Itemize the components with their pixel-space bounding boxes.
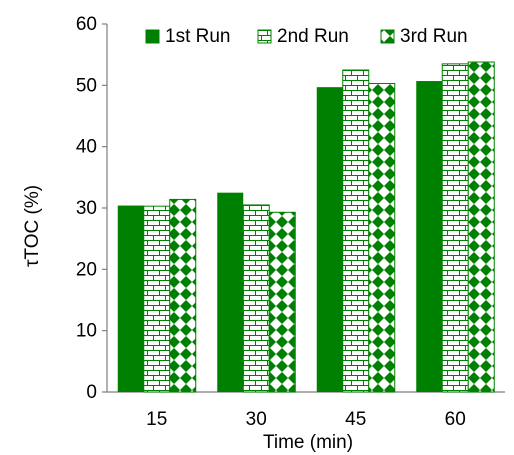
bars [117,61,495,393]
legend: 1st Run 2nd Run 3rd Run [145,26,468,47]
x-tick-label: 60 [445,409,466,430]
legend-swatch-2 [257,29,272,44]
bar-2nd-run-45 [342,69,370,393]
bar-1st-run-60 [416,81,443,392]
legend-swatch-1 [145,29,160,44]
y-axis-label: τTOC (%) [22,185,43,267]
legend-label-1: 1st Run [165,26,230,47]
x-tick-label: 30 [246,409,267,430]
x-axis-label: Time (min) [263,432,353,453]
legend-label-2: 2nd Run [277,26,349,47]
axes: 0 10 20 30 40 50 60 15 30 45 60 [76,14,505,430]
x-tick-label: 15 [146,409,167,430]
bar-3rd-run-30 [268,211,296,393]
y-tick-label: 50 [76,75,97,96]
y-tick-label: 0 [86,382,97,403]
bar-3rd-run-15 [169,198,197,393]
y-tick-label: 40 [76,137,97,158]
bar-2nd-run-30 [242,204,270,393]
bar-3rd-run-60 [467,61,495,393]
y-tick-label: 20 [76,259,97,280]
bar-1st-run-30 [217,192,244,392]
bar-3rd-run-45 [368,82,396,393]
y-tick-label: 10 [76,321,97,342]
bar-1st-run-15 [117,205,144,392]
bar-1st-run-45 [316,87,343,392]
x-tick-label: 45 [345,409,366,430]
y-tick-label: 30 [76,198,97,219]
bar-2nd-run-15 [143,205,171,393]
bar-2nd-run-60 [441,63,469,393]
legend-label-3: 3rd Run [400,26,468,47]
legend-swatch-3 [380,29,395,44]
y-tick-label: 60 [76,14,97,35]
